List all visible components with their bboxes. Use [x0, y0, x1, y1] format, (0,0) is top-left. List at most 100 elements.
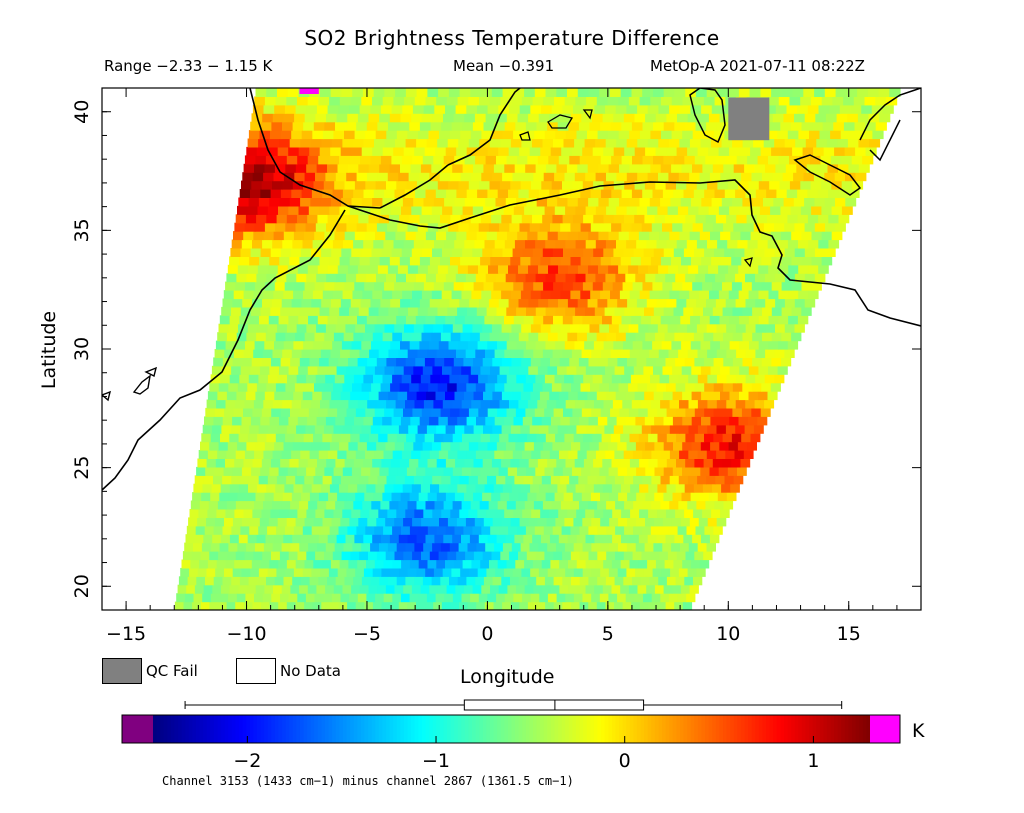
latitude-axis-label: Latitude	[38, 311, 60, 389]
swath-cell	[548, 298, 559, 308]
swath-cell	[778, 96, 791, 106]
swath-cell	[561, 382, 572, 392]
swath-cell	[416, 567, 426, 577]
swath-cell	[797, 214, 809, 224]
swath-cell	[448, 222, 459, 232]
swath-cell	[452, 399, 463, 409]
swath-cell	[726, 349, 737, 358]
swath-cell	[288, 593, 298, 603]
swath-cell	[600, 492, 610, 502]
swath-cell	[636, 517, 646, 527]
swath-cell	[332, 340, 343, 350]
colorbar-segment	[343, 715, 348, 743]
swath-cell	[778, 315, 789, 325]
swath-cell	[640, 576, 650, 586]
swath-cell	[363, 239, 374, 249]
swath-cell	[314, 382, 325, 392]
swath-cell	[391, 155, 403, 165]
swath-cell	[425, 273, 437, 283]
swath-cell	[585, 534, 595, 544]
colorbar-segment	[568, 715, 573, 743]
swath-cell	[684, 155, 696, 165]
swath-cell	[404, 189, 416, 198]
swath-cell	[738, 88, 751, 97]
swath-cell	[221, 424, 232, 434]
swath-cell	[315, 374, 326, 384]
swath-cell	[293, 231, 305, 241]
swath-cell	[402, 104, 414, 114]
swath-cell	[714, 248, 725, 257]
swath-cell	[523, 534, 533, 544]
swath-cell	[364, 601, 374, 610]
swath-cell	[597, 576, 607, 586]
swath-cell	[338, 104, 350, 114]
swath-cell	[672, 365, 683, 375]
swath-cell	[436, 349, 447, 358]
swath-cell	[694, 407, 705, 417]
swath-cell	[726, 399, 737, 409]
swath-cell	[264, 492, 275, 502]
swath-cell	[296, 374, 307, 384]
swath-cell	[818, 104, 830, 114]
swath-cell	[748, 315, 760, 325]
swath-cell	[651, 500, 661, 510]
swath-cell	[387, 264, 399, 274]
swath-cell	[542, 349, 554, 358]
swath-cell	[250, 121, 262, 131]
swath-cell	[254, 340, 265, 350]
swath-cell	[646, 357, 657, 367]
swath-cell	[256, 332, 267, 342]
colorbar-segment	[235, 715, 240, 743]
swath-cell	[494, 416, 505, 426]
swath-cell	[679, 450, 689, 459]
colorbar-tick-label: −1	[422, 750, 450, 772]
swath-cell	[821, 231, 833, 241]
swath-cell	[229, 433, 240, 443]
swath-cell	[807, 104, 820, 114]
swath-cell	[290, 584, 300, 594]
swath-cell	[538, 264, 549, 274]
swath-cell	[292, 239, 304, 249]
swath-cell	[495, 567, 505, 577]
swath-cell	[455, 458, 465, 468]
swath-cell	[225, 559, 235, 569]
swath-cell	[544, 407, 555, 417]
swath-cell	[608, 197, 620, 207]
swath-cell	[232, 298, 243, 308]
colorbar-segment	[371, 715, 376, 743]
swath-cell	[292, 534, 302, 544]
swath-cell	[741, 433, 752, 443]
swath-cell	[816, 138, 828, 148]
colorbar-segment	[242, 715, 247, 743]
swath-cell	[638, 559, 648, 569]
swath-cell	[637, 382, 648, 392]
swath-cell	[484, 239, 496, 249]
swath-cell	[274, 534, 284, 544]
swath-cell	[210, 593, 220, 603]
swath-cell	[389, 534, 400, 544]
swath-cell	[455, 315, 466, 325]
swath-cell	[422, 576, 433, 586]
swath-cell	[516, 584, 526, 594]
swath-cell	[639, 349, 650, 358]
swath-cell	[654, 416, 665, 426]
swath-cell	[273, 231, 285, 241]
colorbar-segment	[780, 715, 785, 743]
swath-cell	[761, 357, 772, 367]
swath-cell	[509, 399, 519, 409]
swath-cell	[570, 222, 582, 232]
swath-cell	[232, 416, 243, 426]
swath-cell	[682, 466, 692, 476]
swath-cell	[696, 323, 708, 333]
swath-cell	[303, 433, 314, 443]
swath-cell	[587, 163, 599, 173]
swath-cell	[611, 155, 623, 165]
swath-cell	[452, 323, 464, 333]
swath-cell	[692, 534, 702, 544]
swath-cell	[267, 475, 278, 485]
swath-cell	[335, 500, 345, 510]
swath-cell	[706, 121, 718, 131]
swath-cell	[384, 483, 395, 493]
swath-cell	[560, 323, 571, 333]
swath-cell	[391, 416, 402, 426]
